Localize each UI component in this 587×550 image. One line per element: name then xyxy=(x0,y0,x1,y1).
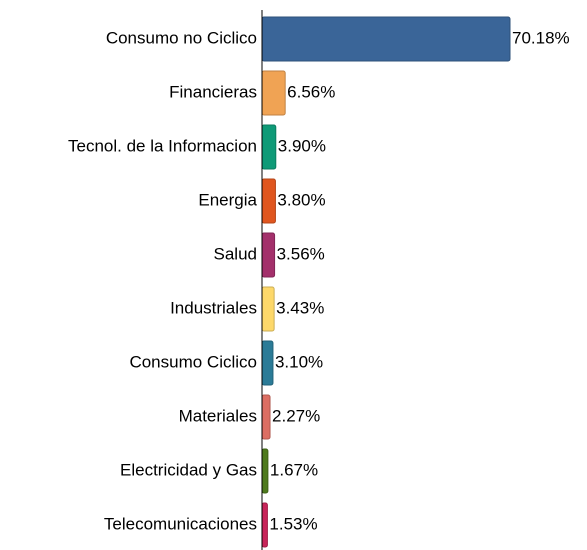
category-label: Consumo no Ciclico xyxy=(106,28,257,47)
category-label: Consumo Ciclico xyxy=(129,352,257,371)
value-label: 2.27% xyxy=(272,406,320,425)
bar xyxy=(261,70,286,116)
bar xyxy=(261,16,511,62)
category-label: Salud xyxy=(214,244,257,263)
category-label: Electricidad y Gas xyxy=(120,460,257,479)
bar xyxy=(261,394,271,440)
bar xyxy=(261,232,276,278)
value-label: 6.56% xyxy=(287,82,335,101)
bar xyxy=(261,178,276,224)
value-label: 1.53% xyxy=(269,514,317,533)
value-label: 3.43% xyxy=(276,298,324,317)
value-label: 3.10% xyxy=(275,352,323,371)
value-label: 1.67% xyxy=(270,460,318,479)
value-label: 3.90% xyxy=(278,136,326,155)
bar xyxy=(261,448,269,494)
category-label: Materiales xyxy=(179,406,257,425)
category-label: Telecomunicaciones xyxy=(104,514,257,533)
bar xyxy=(261,502,268,548)
category-label: Energia xyxy=(198,190,257,209)
category-label: Tecnol. de la Informacion xyxy=(68,136,257,155)
bar xyxy=(261,124,277,170)
value-label: 3.56% xyxy=(277,244,325,263)
value-label: 70.18% xyxy=(512,28,570,47)
bar xyxy=(261,286,275,332)
category-label: Industriales xyxy=(170,298,257,317)
value-label: 3.80% xyxy=(277,190,325,209)
bar xyxy=(261,340,274,386)
category-label: Financieras xyxy=(169,82,257,101)
